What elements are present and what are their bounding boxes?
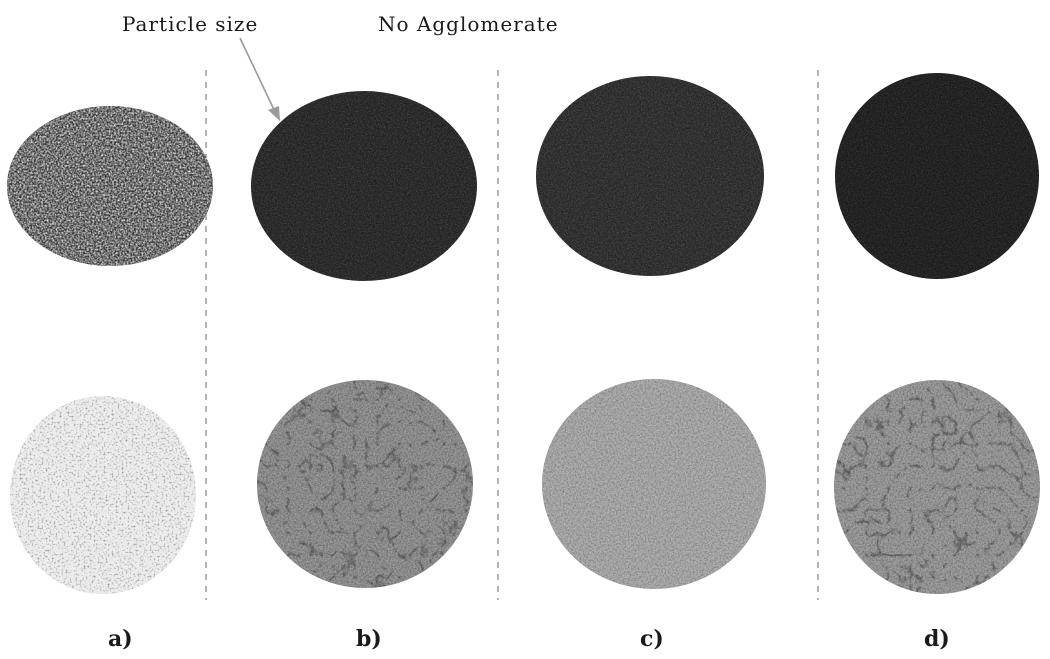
particle-size-label: Particle size xyxy=(122,12,259,36)
no-agglomerate-label: No Agglomerate xyxy=(378,12,559,36)
panel-a-bottom-disc xyxy=(10,396,196,594)
panel-label-b: b) xyxy=(356,626,382,652)
panel-a-top-disc xyxy=(7,106,213,266)
panel-c-top-disc xyxy=(536,76,764,276)
particle-size-arrow xyxy=(239,37,280,121)
panel-d-bottom-disc xyxy=(834,380,1040,594)
panel-label-d: d) xyxy=(924,626,950,652)
panel-b-top-disc xyxy=(251,91,477,281)
panel-b-bottom-disc xyxy=(257,380,473,588)
panel-label-a: a) xyxy=(108,626,133,652)
panel-label-c: c) xyxy=(640,626,664,652)
panel-c-bottom-disc xyxy=(542,379,766,589)
panel-d-top-disc xyxy=(835,73,1039,279)
